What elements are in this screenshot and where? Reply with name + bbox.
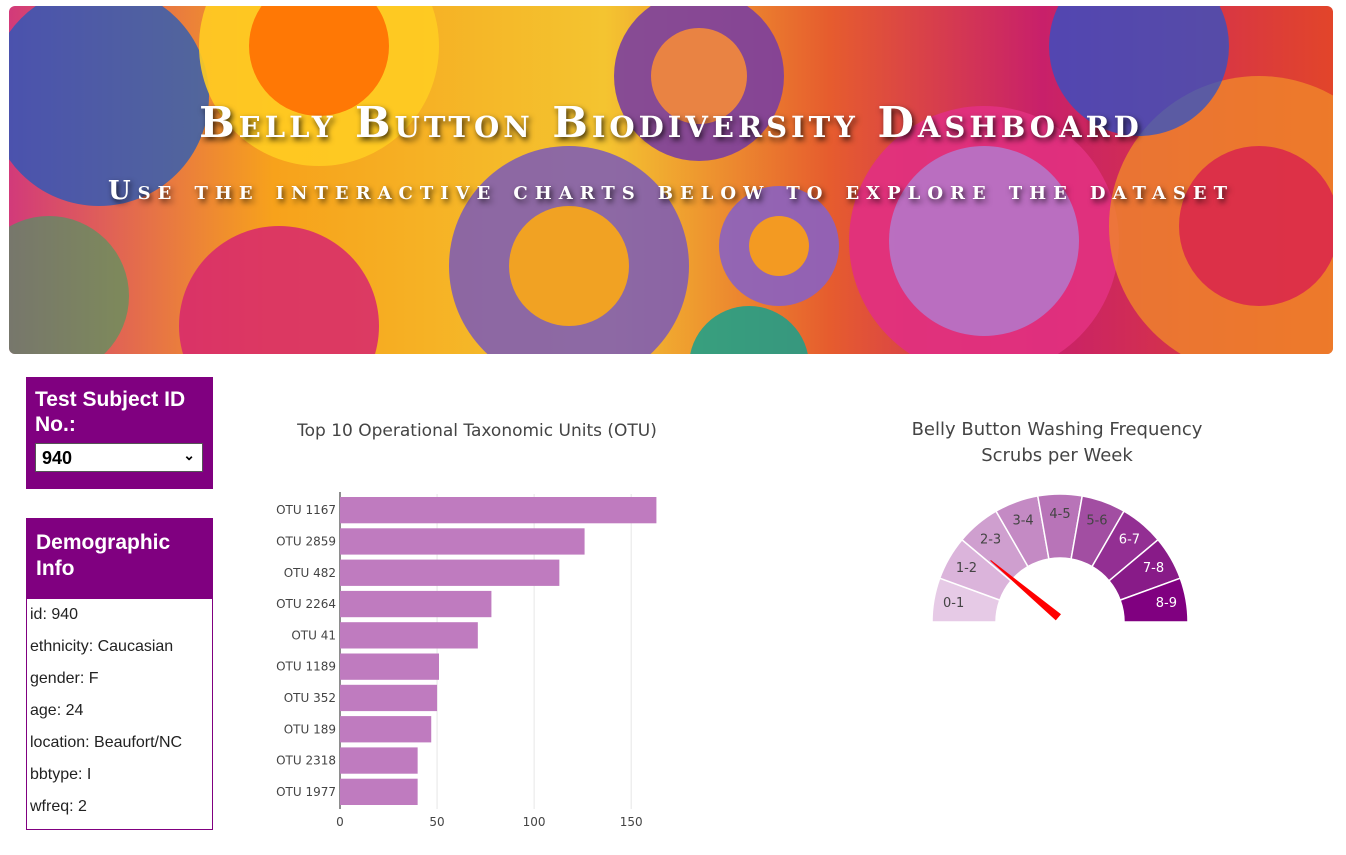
gauge-labels: 0-1 1-22-3 3-4 4-5 5-6 6-77-8 8-9 [943, 507, 1177, 611]
gauge-sector-label: 6-7 [1119, 532, 1140, 547]
bar[interactable] [340, 559, 560, 586]
banner-artwork [9, 6, 1333, 354]
gauge-sector-label: 4-5 [1049, 507, 1070, 522]
x-tick-label: 50 [429, 815, 444, 829]
demographic-info-title: Demographic Info [27, 519, 212, 599]
gauge-needle [990, 560, 1061, 621]
otu-bar-chart: Top 10 Operational Taxonomic Units (OTU)… [276, 421, 657, 829]
gauge-title: Belly Button Washing Frequency [912, 419, 1203, 440]
y-tick-label: OTU 1977 [276, 785, 336, 799]
bar[interactable] [340, 747, 418, 774]
page-title: Belly Button Biodiversity Dashboard [199, 98, 1143, 147]
demographic-row-id: id: 940 [30, 606, 79, 623]
gauge-sector-label: 3-4 [1012, 514, 1033, 529]
gauge-needle-pointer [990, 560, 1061, 621]
gauge-sector-label: 8-9 [1156, 596, 1177, 611]
gauge-sector-label: 7-8 [1143, 561, 1164, 576]
demographic-row-ethnicity: ethnicity: Caucasian [30, 638, 174, 655]
subject-id-dropdown[interactable]: 940 ⌄ [35, 443, 203, 472]
bar[interactable] [340, 778, 418, 805]
bar[interactable] [340, 528, 585, 555]
demographic-info-panel: Demographic Info id: 940 ethnicity: Cauc… [26, 518, 213, 830]
y-tick-label: OTU 189 [284, 722, 336, 736]
washing-frequency-gauge: Belly Button Washing Frequency Scrubs pe… [912, 419, 1203, 623]
y-tick-label: OTU 41 [291, 628, 336, 642]
demographic-info-list: id: 940 ethnicity: Caucasian gender: F a… [27, 599, 212, 825]
y-tick-label: OTU 482 [284, 566, 336, 580]
demographic-row-gender: gender: F [30, 670, 99, 687]
gauge-subtitle: Scrubs per Week [981, 445, 1133, 466]
bar[interactable] [340, 622, 478, 649]
y-tick-label: OTU 1167 [276, 503, 336, 517]
x-tick-label: 150 [620, 815, 643, 829]
subject-id-selected-value: 940 [42, 448, 73, 468]
gauge-sector-label: 5-6 [1086, 514, 1107, 529]
gauge-sector-label: 1-2 [956, 561, 977, 576]
y-tick-label: OTU 2264 [276, 597, 336, 611]
bar[interactable] [340, 590, 492, 618]
demographic-row-bbtype: bbtype: I [30, 766, 92, 783]
demographic-row-wfreq: wfreq: 2 [30, 798, 87, 815]
bar-chart-title: Top 10 Operational Taxonomic Units (OTU) [296, 421, 657, 441]
demographic-row-location: location: Beaufort/NC [30, 734, 183, 751]
bar[interactable] [340, 497, 657, 524]
bar-chart-y-axis: OTU 1167 OTU 2859 OTU 482 OTU 2264 OTU 41 OTU… [276, 503, 336, 799]
gauge-sector-label: 2-3 [980, 532, 1001, 547]
bar[interactable] [340, 684, 438, 712]
y-tick-label: OTU 1189 [276, 660, 336, 674]
page-subtitle: Use the interactive charts below to expl… [108, 176, 1234, 206]
bar-chart-bars [340, 497, 657, 805]
header-banner: Belly Button Biodiversity Dashboard Use … [9, 6, 1333, 354]
y-tick-label: OTU 352 [284, 691, 336, 705]
bar[interactable] [340, 653, 439, 680]
x-tick-label: 0 [336, 815, 344, 829]
gauge-sector-label: 0-1 [943, 596, 964, 611]
bar-chart-x-axis: 0 50 100 150 [336, 815, 642, 829]
chevron-down-icon: ⌄ [183, 447, 195, 463]
gauge-sector[interactable] [1119, 577, 1189, 623]
gauge-sectors [931, 493, 1189, 623]
y-tick-label: OTU 2859 [276, 534, 336, 548]
subject-selector-panel: Test Subject ID No.: 940 ⌄ [26, 377, 213, 489]
x-tick-label: 100 [523, 815, 546, 829]
demographic-row-age: age: 24 [30, 702, 84, 719]
subject-selector-label: Test Subject ID No.: [35, 388, 186, 436]
bar[interactable] [340, 716, 432, 743]
y-tick-label: OTU 2318 [276, 754, 336, 768]
